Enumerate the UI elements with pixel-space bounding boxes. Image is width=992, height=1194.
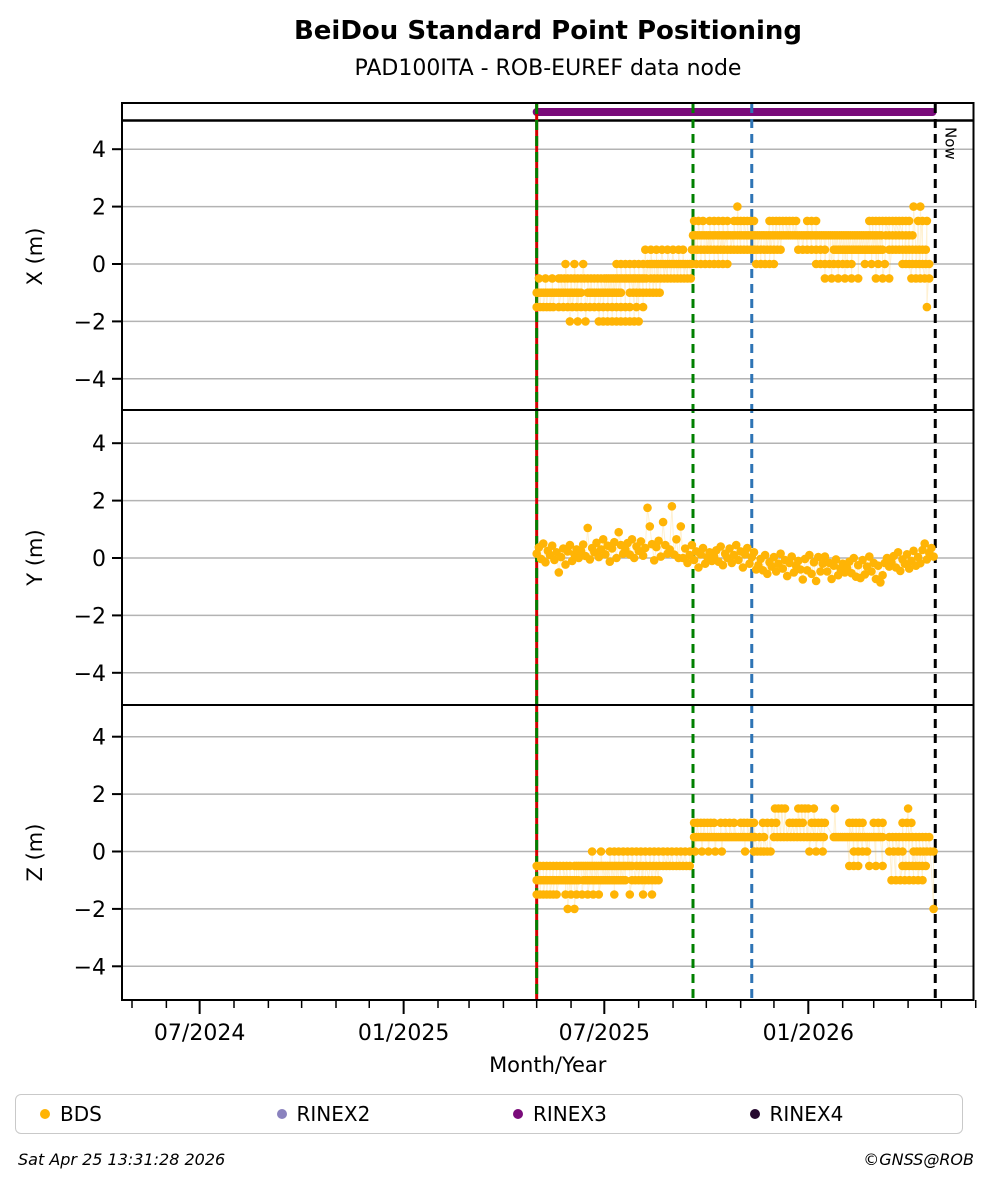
legend-dot-rinex3 (513, 1109, 523, 1119)
credit: ©GNSS@ROB (863, 1150, 974, 1169)
y-tick-label: −2 (74, 310, 106, 335)
x-tick-label: 01/2026 (763, 1021, 854, 1046)
y-axis-label-y: Y (m) (23, 529, 47, 586)
x-axis: 07/2024 01/2025 07/2025 01/2026 (131, 1000, 977, 1046)
y-tick-label: 4 (92, 138, 106, 163)
y-tick-label: 4 (92, 726, 106, 751)
y-tick-label: 0 (92, 253, 106, 278)
chart-title: BeiDou Standard Point Positioning (293, 16, 803, 46)
y-axis-label-x: X (m) (23, 228, 47, 286)
x-axis-title: Month/Year (489, 1053, 607, 1077)
y-tick-label: 0 (92, 841, 106, 866)
y-axis-label-z: Z (m) (23, 824, 47, 882)
legend-label: RINEX4 (769, 1102, 844, 1126)
legend-dot-rinex4 (749, 1109, 760, 1119)
x-tick-label: 07/2025 (559, 1021, 650, 1046)
y-tick-label: 2 (92, 490, 106, 515)
legend-item-rinex4: RINEX4 (726, 1102, 963, 1126)
series-bds-x (532, 202, 934, 326)
legend-dot-rinex2 (276, 1109, 287, 1119)
y-tick-label: −4 (74, 368, 106, 393)
now-label: Now (941, 127, 959, 160)
y-tick-label: −2 (74, 604, 106, 629)
chart-subtitle: PAD100ITA - ROB-EUREF data node (354, 56, 742, 81)
y-tick-label: −2 (74, 898, 106, 923)
legend-item-bds: BDS (16, 1102, 253, 1126)
y-tick-label: 4 (92, 432, 106, 457)
legend-item-rinex2: RINEX2 (253, 1102, 490, 1126)
plot-area: Now 4 2 0 −2 −4 X (m) 4 2 0 −2 −4 Y (m) 4 2 0 −2 −4 Z (m) 0… (23, 102, 977, 1077)
legend-label: BDS (60, 1102, 102, 1126)
legend: BDS RINEX2 RINEX3 RINEX4 (15, 1094, 963, 1134)
y-tick-label: 2 (92, 783, 106, 808)
y-tick-label: 0 (92, 547, 106, 572)
series-bds-z (532, 804, 938, 914)
timestamp: Sat Apr 25 13:31:28 2026 (18, 1150, 226, 1169)
x-tick-label: 01/2025 (358, 1021, 449, 1046)
y-tick-label: 2 (92, 196, 106, 221)
legend-dot-bds (40, 1109, 50, 1119)
x-axis-label: Month/Year (489, 1053, 607, 1077)
x-tick-label: 07/2024 (154, 1021, 245, 1046)
legend-item-rinex3: RINEX3 (489, 1102, 726, 1126)
event-line-now: Now (933, 104, 959, 999)
y-tick-label: −4 (74, 955, 106, 980)
y-axis: 4 2 0 −2 −4 X (m) 4 2 0 −2 −4 Y (m) 4 2 0 −2 −4 Z (m) (23, 138, 122, 980)
y-tick-label: −4 (74, 662, 106, 687)
legend-label: RINEX3 (533, 1102, 607, 1126)
series-bds-y (532, 502, 938, 587)
legend-label: RINEX2 (296, 1102, 371, 1126)
